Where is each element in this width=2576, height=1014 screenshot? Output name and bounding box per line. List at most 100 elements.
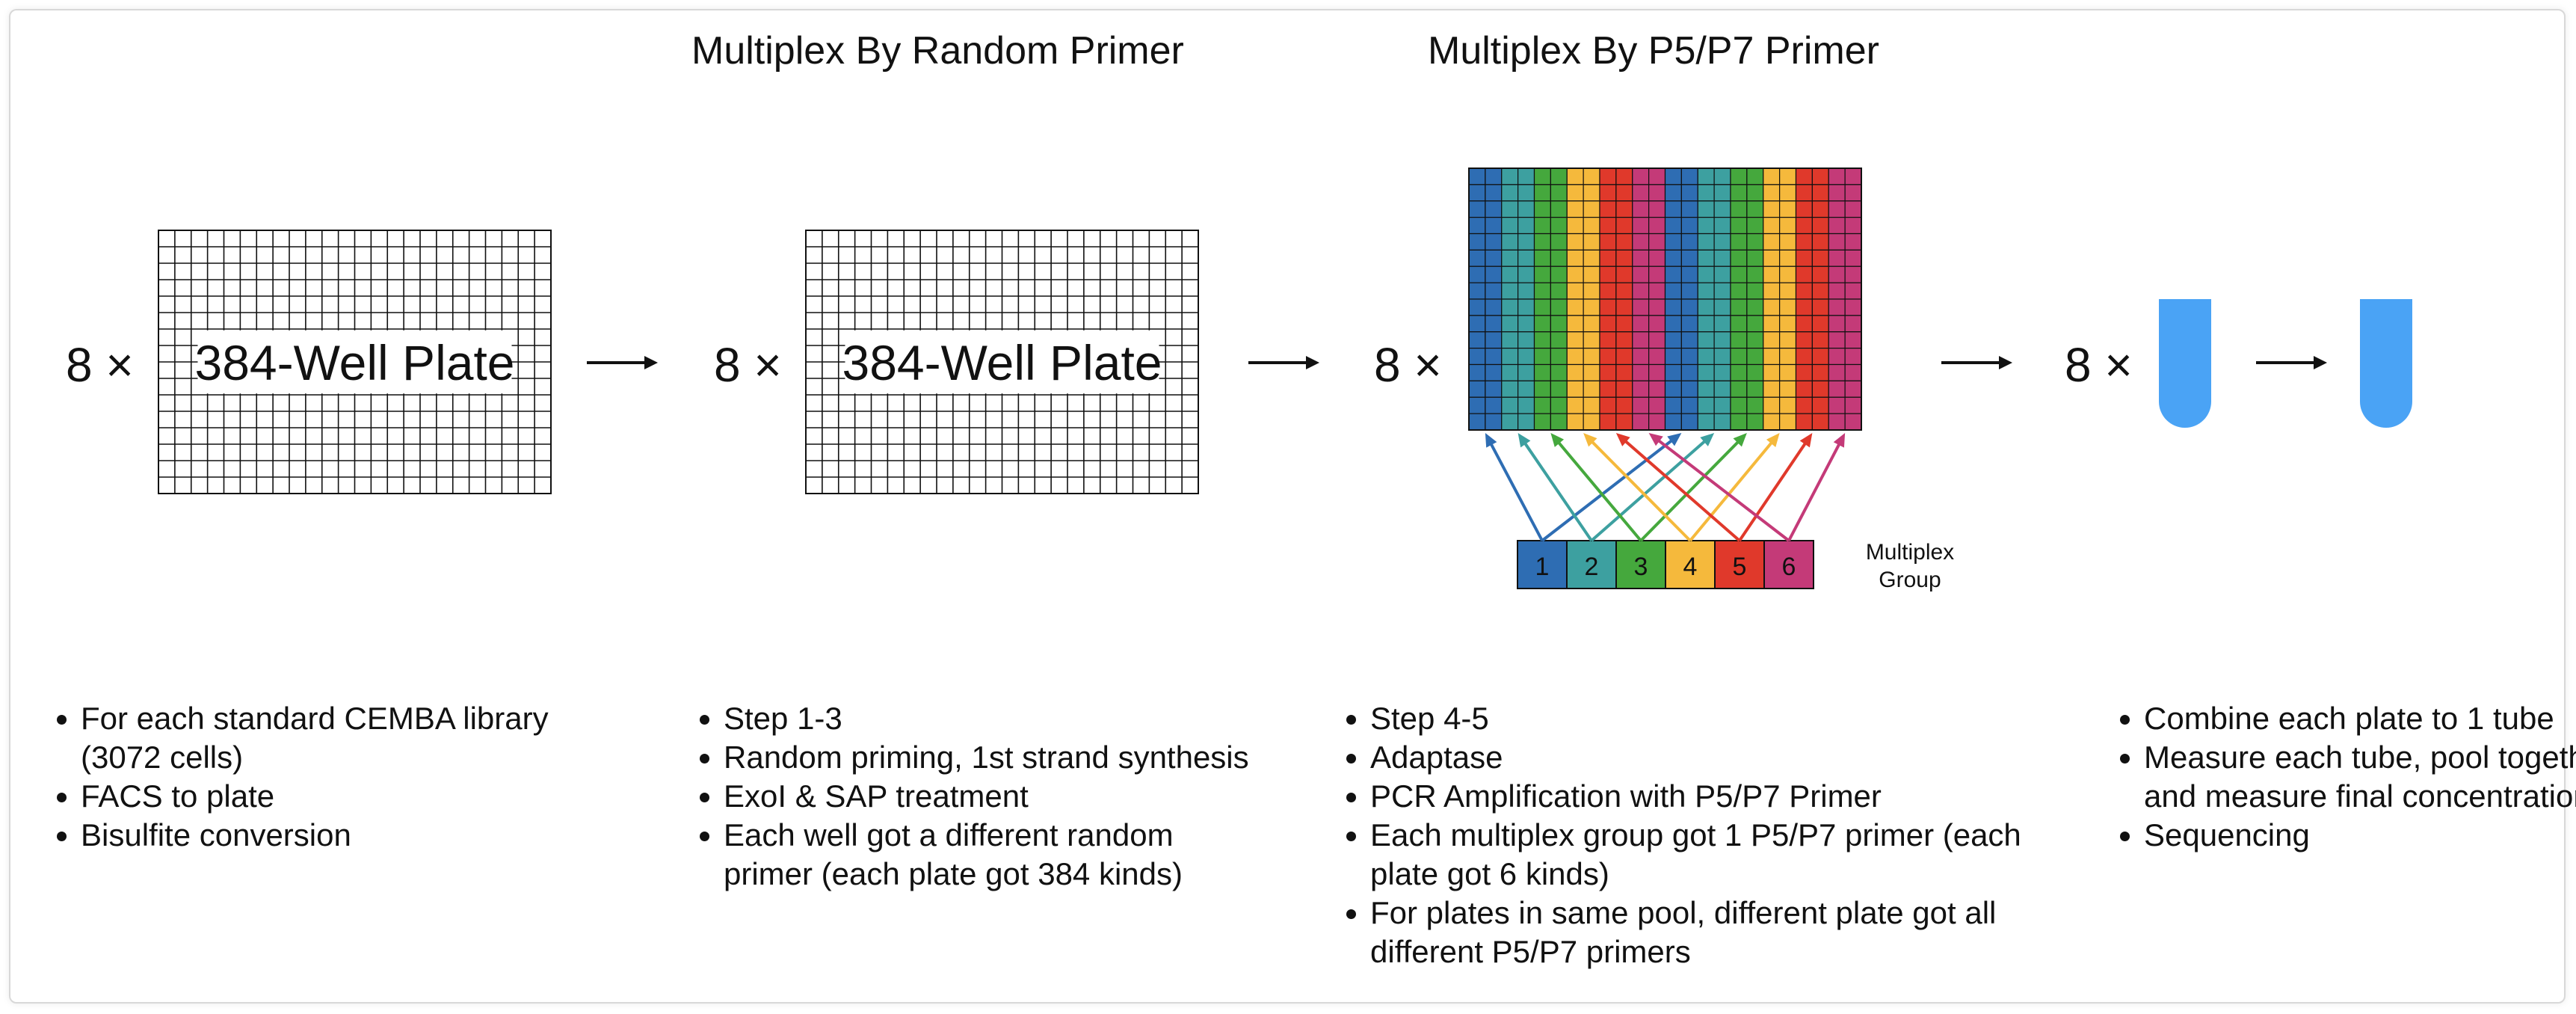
plate-well xyxy=(1533,298,1551,316)
plate-well xyxy=(1566,233,1584,251)
plate-well xyxy=(1680,348,1698,366)
plate-well xyxy=(1746,363,1764,381)
plate-well xyxy=(1828,396,1846,414)
plate-well xyxy=(1664,184,1682,202)
plate-well xyxy=(1828,184,1846,202)
plate-well xyxy=(1779,168,1797,185)
plate-well xyxy=(1517,380,1535,398)
plate-well xyxy=(1664,249,1682,267)
plate-well xyxy=(1468,331,1486,349)
plate-well xyxy=(1599,315,1617,333)
plate-well xyxy=(1713,249,1731,267)
plate-well xyxy=(1550,331,1568,349)
plate-well xyxy=(1680,413,1698,431)
plate-well xyxy=(1763,184,1781,202)
plate-well xyxy=(1828,315,1846,333)
plate-well xyxy=(1779,282,1797,300)
plate-well xyxy=(1583,249,1600,267)
plate-well xyxy=(1844,331,1862,349)
plate-well xyxy=(1795,217,1813,235)
plate-well xyxy=(1550,168,1568,185)
plate-well xyxy=(1844,217,1862,235)
plate-well xyxy=(1533,217,1551,235)
plate-well xyxy=(1746,298,1764,316)
plate-well xyxy=(1730,298,1748,316)
plate-well xyxy=(1566,348,1584,366)
plate-well xyxy=(1501,380,1519,398)
plate-well xyxy=(1664,396,1682,414)
plate-well xyxy=(1615,348,1633,366)
group-arrows xyxy=(1485,433,1846,542)
plate-well xyxy=(1468,348,1486,366)
plate-well xyxy=(1485,168,1503,185)
plate-well xyxy=(1550,298,1568,316)
plate-well xyxy=(1713,233,1731,251)
plate-well xyxy=(1517,413,1535,431)
plate-well xyxy=(1632,282,1650,300)
plate-well xyxy=(1501,265,1519,283)
plate-well xyxy=(1599,298,1617,316)
plate-well xyxy=(1763,249,1781,267)
plate-well xyxy=(1485,217,1503,235)
plate-well xyxy=(1517,282,1535,300)
plate-well xyxy=(1828,363,1846,381)
plate-well xyxy=(1763,396,1781,414)
plate-well xyxy=(1828,200,1846,218)
note-item: Measure each tube, pool together and mea… xyxy=(2144,738,2576,816)
plate-well xyxy=(1648,282,1666,300)
plate-well xyxy=(1566,413,1584,431)
plate-well xyxy=(1811,217,1829,235)
arrowhead xyxy=(1833,433,1846,448)
plate-well xyxy=(1485,249,1503,267)
plate-well xyxy=(1795,298,1813,316)
arrowhead xyxy=(1583,433,1597,447)
plate-well xyxy=(1763,298,1781,316)
group-arrow xyxy=(1556,440,1642,542)
plate-well xyxy=(1615,363,1633,381)
plate-well xyxy=(1730,217,1748,235)
plate-well xyxy=(1795,396,1813,414)
plate-well xyxy=(1795,315,1813,333)
plate-well xyxy=(1533,265,1551,283)
plate-well xyxy=(1664,217,1682,235)
tube-icon xyxy=(2360,299,2412,428)
plate-well xyxy=(1664,265,1682,283)
plate-well xyxy=(1517,265,1535,283)
plate-well xyxy=(1468,200,1486,218)
plate-well xyxy=(1566,315,1584,333)
plate-well xyxy=(1468,282,1486,300)
plate-well xyxy=(1485,413,1503,431)
plate-well xyxy=(1779,249,1797,267)
plate-well xyxy=(1648,331,1666,349)
step3-notes: Step 4-5AdaptasePCR Amplification with P… xyxy=(1312,699,2043,971)
plate-well xyxy=(1485,265,1503,283)
plate-well xyxy=(1485,200,1503,218)
plate-well xyxy=(1713,168,1731,185)
plate-well xyxy=(1730,168,1748,185)
plate-well xyxy=(1697,233,1715,251)
arrowhead xyxy=(1485,433,1497,448)
note-item: ExoI & SAP treatment xyxy=(724,777,1262,816)
plate-well xyxy=(1501,184,1519,202)
plate-well xyxy=(1730,380,1748,398)
note-item: PCR Amplification with P5/P7 Primer xyxy=(1370,777,2043,816)
plate-well xyxy=(1730,396,1748,414)
group-number: 5 xyxy=(1733,553,1747,581)
plate-well xyxy=(1828,348,1846,366)
plate-well xyxy=(1828,168,1846,185)
plate-well xyxy=(1599,380,1617,398)
arrowhead xyxy=(1648,433,1663,446)
plate-well xyxy=(1730,282,1748,300)
plate-well xyxy=(1501,298,1519,316)
plate-well xyxy=(1533,200,1551,218)
plate-384-well: 384-Well Plate xyxy=(158,230,552,494)
plate-well xyxy=(1713,282,1731,300)
plate-well xyxy=(1746,249,1764,267)
plate-well xyxy=(1599,265,1617,283)
arrow-right-icon xyxy=(1248,356,1319,369)
plate-well xyxy=(1779,200,1797,218)
plate-well xyxy=(1485,184,1503,202)
plate-well xyxy=(1550,396,1568,414)
plate-well xyxy=(1779,184,1797,202)
plate-well xyxy=(1566,380,1584,398)
